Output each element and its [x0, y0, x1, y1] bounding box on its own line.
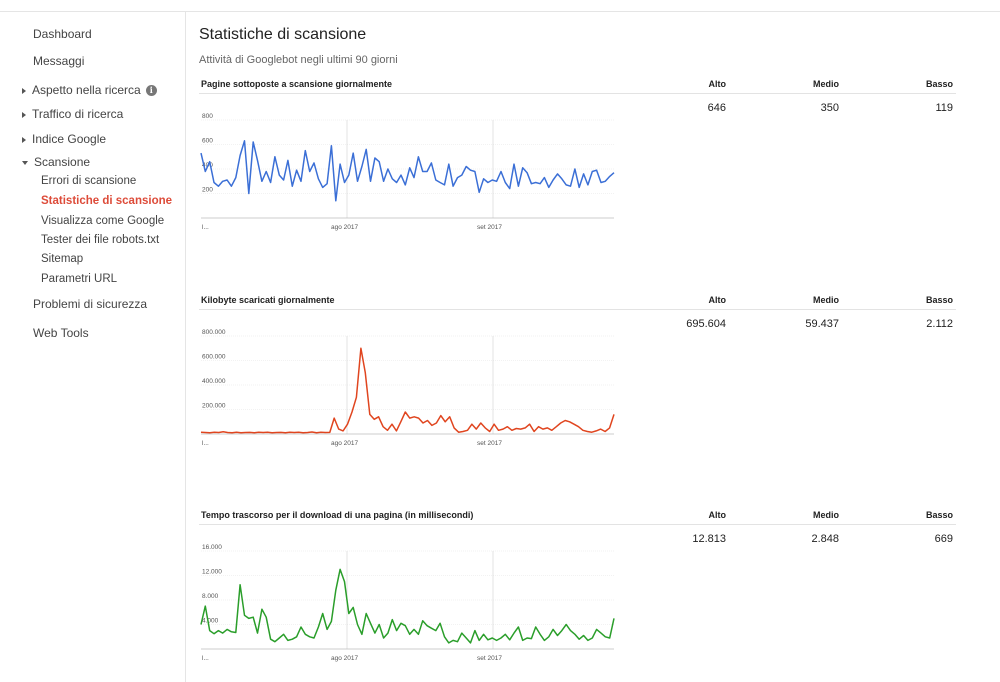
chart-1-title: Pagine sottoposte a scansione giornalmen… — [201, 79, 393, 89]
x-tick-label: l... — [202, 440, 209, 447]
chart-2-stat-label-medio: Medio — [813, 295, 839, 305]
sidebar-item-label: Parametri URL — [41, 273, 118, 285]
top-border — [0, 11, 1000, 12]
sidebar-item-traffico-di-ricerca[interactable]: Traffico di ricerca — [22, 107, 123, 121]
chart-1-stat-label-alto: Alto — [708, 79, 727, 89]
chart-1-stat-basso: 119 — [935, 102, 953, 114]
caret-right-icon — [22, 136, 26, 143]
y-tick-label: 400.000 — [202, 378, 226, 385]
sidebar-item-label: Tester dei file robots.txt — [41, 234, 160, 246]
sidebar-item-label: Web Tools — [33, 326, 89, 340]
chart-1-stat-label-medio: Medio — [813, 79, 839, 89]
x-tick-label: ago 2017 — [331, 224, 358, 231]
sidebar-item-label: Traffico di ricerca — [32, 107, 124, 121]
chart-3-title: Tempo trascorso per il download di una p… — [201, 510, 474, 520]
chart-1-stat-medio: 350 — [820, 102, 839, 114]
y-tick-label: 8.000 — [202, 593, 219, 600]
y-tick-label: 200 — [202, 187, 213, 194]
chart-2-kilobytes-downloaded[interactable]: 800.000 600.000 400.000 200.000 l... ago 2017… — [199, 329, 617, 452]
info-icon[interactable]: i — [145, 85, 157, 97]
chart-3-download-time[interactable]: 16.000 12.000 8.000 4.000 l... ago 2017 set 20… — [199, 544, 617, 667]
sidebar-item-label: Indice Google — [32, 132, 107, 146]
sidebar-item-indice-google[interactable]: Indice Google — [22, 132, 106, 146]
sidebar-item-label: Messaggi — [33, 54, 85, 68]
chart-1-stat-alto: 646 — [707, 102, 726, 114]
sidebar-item-messaggi[interactable]: Messaggi — [33, 54, 84, 68]
sidebar-item-label: Aspetto nella ricerca — [32, 83, 141, 97]
y-tick-label: 800.000 — [202, 329, 226, 336]
y-tick-label: 12.000 — [202, 569, 222, 576]
chart-3-stat-label-alto: Alto — [708, 510, 727, 520]
x-tick-label: ago 2017 — [331, 655, 358, 662]
sidebar-item-label: Scansione — [34, 155, 91, 169]
chart-2-title: Kilobyte scaricati giornalmente — [201, 295, 335, 305]
sidebar-item-problemi-di-sicurezza[interactable]: Problemi di sicurezza — [33, 297, 147, 311]
chart-2-stat-alto: 695.604 — [686, 318, 726, 330]
chart-series-line — [200, 568, 615, 644]
sidebar-item-scansione[interactable]: Scansione — [22, 155, 90, 169]
chart-3-stat-alto: 12.813 — [692, 533, 726, 545]
caret-down-icon — [22, 160, 28, 165]
page-subtitle: Attività di Googlebot negli ultimi 90 gi… — [199, 54, 398, 66]
sidebar-item-visualizza-come-google[interactable]: Visualizza come Google — [41, 215, 164, 227]
y-tick-label: 800 — [202, 113, 213, 120]
page-title: Statistiche di scansione — [199, 26, 367, 43]
x-tick-label: l... — [202, 655, 209, 662]
y-tick-label: 16.000 — [202, 544, 222, 551]
sidebar: Dashboard Messaggi Aspetto nella ricerca… — [0, 12, 186, 682]
sidebar-item-label: Errori di scansione — [41, 175, 137, 187]
chart-2-stat-medio: 59.437 — [805, 318, 839, 330]
x-tick-label: set 2017 — [477, 655, 502, 662]
sidebar-item-web-tools[interactable]: Web Tools — [33, 326, 89, 340]
y-tick-label: 4.000 — [202, 618, 219, 625]
chart-3-stat-label-medio: Medio — [813, 510, 839, 520]
sidebar-item-label: Statistiche di scansione — [41, 195, 173, 207]
chart-3-divider — [199, 524, 956, 525]
sidebar-item-label: Visualizza come Google — [41, 215, 165, 227]
chart-1-stat-label-basso: Basso — [925, 79, 953, 89]
chart-2-divider — [199, 309, 956, 310]
chart-series-line — [200, 140, 615, 202]
sidebar-item-sitemap[interactable]: Sitemap — [41, 253, 83, 265]
chart-2-stat-label-basso: Basso — [925, 295, 953, 305]
chart-2-stat-basso: 2.112 — [926, 318, 953, 330]
y-tick-label: 600.000 — [202, 354, 226, 361]
chart-1-divider — [199, 93, 956, 94]
x-tick-label: set 2017 — [477, 440, 502, 447]
chart-3-stat-label-basso: Basso — [925, 510, 953, 520]
sidebar-item-aspetto-nella-ricerca[interactable]: Aspetto nella ricerca i — [22, 83, 157, 97]
sidebar-item-label: Problemi di sicurezza — [33, 297, 148, 311]
x-tick-label: set 2017 — [477, 224, 502, 231]
chart-2-stat-label-alto: Alto — [708, 295, 727, 305]
sidebar-item-errori-di-scansione[interactable]: Errori di scansione — [41, 175, 136, 187]
y-tick-label: 600 — [202, 138, 213, 145]
chart-3-stat-basso: 669 — [934, 533, 953, 545]
chart-series-line — [200, 347, 615, 434]
x-tick-label: l... — [202, 224, 209, 231]
sidebar-item-parametri-url[interactable]: Parametri URL — [41, 273, 117, 285]
caret-right-icon — [22, 111, 26, 118]
y-tick-label: 200.000 — [202, 403, 226, 410]
sidebar-item-dashboard[interactable]: Dashboard — [33, 27, 92, 41]
sidebar-item-label: Dashboard — [33, 27, 92, 41]
caret-right-icon — [22, 87, 26, 94]
sidebar-item-label: Sitemap — [41, 253, 84, 265]
x-tick-label: ago 2017 — [331, 440, 358, 447]
sidebar-item-tester-robots[interactable]: Tester dei file robots.txt — [41, 234, 159, 246]
sidebar-item-statistiche-di-scansione[interactable]: Statistiche di scansione — [41, 195, 172, 207]
chart-3-stat-medio: 2.848 — [811, 533, 839, 545]
